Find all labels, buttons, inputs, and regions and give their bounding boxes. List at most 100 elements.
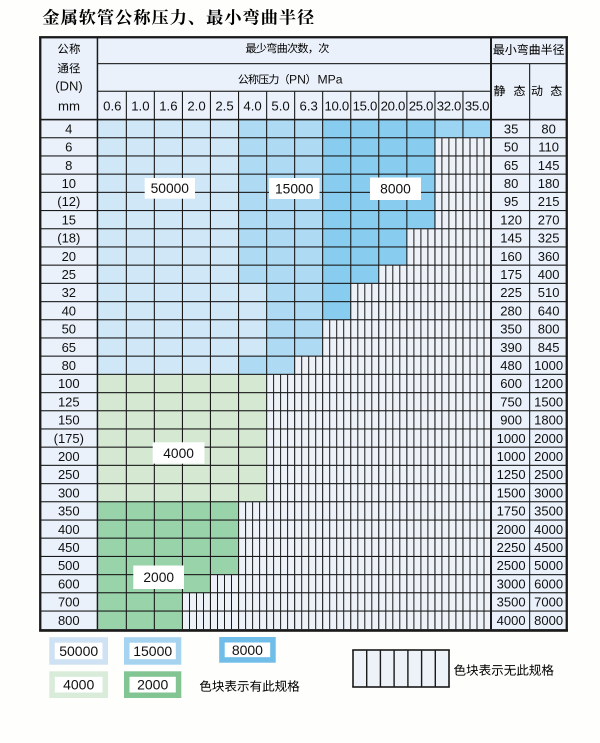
svg-text:800: 800	[538, 322, 560, 337]
svg-text:4000: 4000	[497, 613, 526, 628]
svg-text:35.0: 35.0	[465, 98, 489, 113]
svg-text:2000: 2000	[143, 570, 174, 585]
svg-text:7000: 7000	[534, 595, 563, 610]
svg-text:900: 900	[500, 413, 522, 428]
svg-text:3500: 3500	[497, 595, 526, 610]
svg-text:(DN): (DN)	[55, 79, 82, 94]
svg-text:250: 250	[58, 467, 80, 482]
svg-text:150: 150	[58, 413, 80, 428]
svg-text:2.0: 2.0	[187, 98, 205, 113]
svg-text:1500: 1500	[534, 394, 563, 409]
svg-text:600: 600	[500, 376, 522, 391]
svg-text:2000: 2000	[534, 449, 563, 464]
svg-text:8000: 8000	[534, 613, 563, 628]
svg-text:mm: mm	[58, 98, 80, 113]
svg-text:400: 400	[538, 267, 560, 282]
svg-text:4: 4	[65, 121, 72, 136]
svg-text:700: 700	[58, 595, 80, 610]
svg-text:32.0: 32.0	[437, 98, 461, 113]
svg-text:80: 80	[62, 358, 76, 373]
svg-text:2000: 2000	[137, 677, 168, 693]
svg-text:845: 845	[538, 340, 560, 355]
svg-text:145: 145	[500, 231, 522, 246]
svg-text:50000: 50000	[59, 643, 98, 659]
svg-text:10: 10	[62, 176, 76, 191]
svg-text:300: 300	[58, 485, 80, 500]
svg-text:1250: 1250	[497, 467, 526, 482]
svg-text:8000: 8000	[380, 182, 411, 197]
svg-text:10.0: 10.0	[325, 98, 349, 113]
svg-text:325: 325	[538, 231, 560, 246]
svg-text:4.0: 4.0	[243, 98, 261, 113]
svg-text:15000: 15000	[133, 643, 172, 659]
svg-text:480: 480	[500, 358, 522, 373]
svg-text:120: 120	[500, 212, 522, 227]
svg-text:1.0: 1.0	[131, 98, 149, 113]
svg-text:800: 800	[58, 613, 80, 628]
svg-text:175: 175	[500, 267, 522, 282]
svg-text:(175): (175)	[54, 431, 84, 446]
svg-text:5.0: 5.0	[271, 98, 289, 113]
svg-text:15.0: 15.0	[353, 98, 377, 113]
svg-text:3000: 3000	[534, 485, 563, 500]
svg-text:8000: 8000	[232, 642, 263, 658]
svg-text:350: 350	[500, 322, 522, 337]
svg-text:390: 390	[500, 340, 522, 355]
svg-text:3000: 3000	[497, 576, 526, 591]
svg-text:1000: 1000	[497, 431, 526, 446]
svg-text:1.6: 1.6	[159, 98, 177, 113]
svg-text:160: 160	[500, 249, 522, 264]
svg-text:8: 8	[65, 158, 72, 173]
svg-text:1800: 1800	[534, 413, 563, 428]
svg-text:4000: 4000	[534, 522, 563, 537]
svg-text:270: 270	[538, 212, 560, 227]
svg-text:450: 450	[58, 540, 80, 555]
svg-text:280: 280	[500, 303, 522, 318]
svg-text:(18): (18)	[57, 231, 80, 246]
svg-text:1200: 1200	[534, 376, 563, 391]
svg-text:32: 32	[62, 285, 76, 300]
svg-text:(12): (12)	[57, 194, 80, 209]
svg-text:180: 180	[538, 176, 560, 191]
svg-text:1750: 1750	[497, 504, 526, 519]
svg-text:1500: 1500	[497, 485, 526, 500]
svg-text:640: 640	[538, 303, 560, 318]
svg-text:350: 350	[58, 504, 80, 519]
svg-text:15: 15	[62, 212, 76, 227]
svg-text:100: 100	[58, 376, 80, 391]
svg-text:2000: 2000	[497, 522, 526, 537]
svg-text:125: 125	[58, 394, 80, 409]
svg-text:5000: 5000	[534, 558, 563, 573]
svg-text:6.3: 6.3	[300, 98, 318, 113]
svg-text:20.0: 20.0	[381, 98, 405, 113]
svg-text:360: 360	[538, 249, 560, 264]
svg-text:95: 95	[504, 194, 518, 209]
svg-text:2000: 2000	[534, 431, 563, 446]
svg-text:65: 65	[504, 158, 518, 173]
svg-text:65: 65	[62, 340, 76, 355]
svg-text:15000: 15000	[275, 181, 314, 196]
svg-text:50: 50	[504, 140, 518, 155]
svg-text:6000: 6000	[534, 576, 563, 591]
svg-text:600: 600	[58, 576, 80, 591]
svg-text:750: 750	[500, 394, 522, 409]
svg-text:35: 35	[504, 121, 518, 136]
svg-text:400: 400	[58, 522, 80, 537]
svg-text:25: 25	[62, 267, 76, 282]
svg-text:4000: 4000	[63, 677, 94, 693]
svg-text:MPa: MPa	[317, 72, 342, 86]
svg-text:2250: 2250	[497, 540, 526, 555]
svg-text:225: 225	[500, 285, 522, 300]
svg-text:80: 80	[504, 176, 518, 191]
svg-text:50000: 50000	[151, 181, 190, 196]
svg-text:1000: 1000	[497, 449, 526, 464]
svg-text:3500: 3500	[534, 504, 563, 519]
svg-text:2500: 2500	[534, 467, 563, 482]
svg-text:500: 500	[58, 558, 80, 573]
svg-text:2.5: 2.5	[215, 98, 233, 113]
svg-text:6: 6	[65, 140, 72, 155]
svg-text:1000: 1000	[534, 358, 563, 373]
svg-text:510: 510	[538, 285, 560, 300]
svg-text:PN: PN	[289, 72, 306, 86]
svg-text:20: 20	[62, 249, 76, 264]
